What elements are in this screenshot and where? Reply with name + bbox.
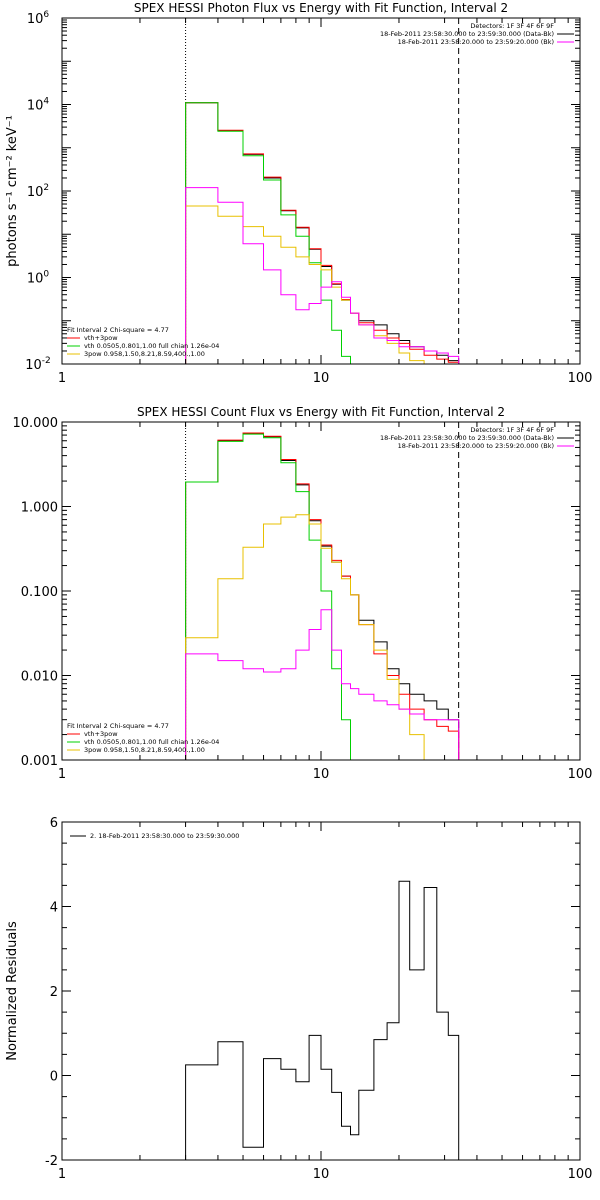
y-tick-label: 104 (27, 97, 50, 114)
legend-top-entry: 18-Feb-2011 23:58:30.000 to 23:59:30.000… (380, 30, 554, 38)
legend-top-entry: Detectors: 1F 3F 4F 6F 9F (470, 426, 554, 434)
fit-legend-header: Fit Interval 2 Chi-square = 4.77 (67, 722, 169, 730)
y-tick-label: 0.010 (21, 670, 58, 685)
series-line-2 (185, 102, 459, 364)
x-tick-label: 1 (58, 1167, 66, 1182)
y-axis-label: Normalized Residuals (5, 921, 20, 1061)
fit-legend-entry: vth 0.0505,0.801,1.00 full chian 1.26e-0… (84, 738, 219, 746)
series-line-4 (185, 187, 460, 364)
y-axis-label: photons s⁻¹ cm⁻² keV⁻¹ (5, 115, 20, 267)
y-tick-label: 2 (50, 985, 58, 1000)
series-line-1 (185, 102, 460, 364)
y-tick-label: 106 (27, 10, 50, 27)
y-tick-label: 0 (50, 1070, 58, 1085)
fit-legend-entry: vth+3pow (84, 334, 118, 342)
y-tick-label: 10.000 (13, 416, 59, 431)
count-flux-panel: 1 10 100 0.001 0.010 0.100 1.000 10.000 SPEX HES… (13, 405, 593, 782)
x-tick-label: 10 (313, 371, 330, 386)
plot-area (185, 18, 460, 364)
chart-title: SPEX HESSI Photon Flux vs Energy with Fi… (134, 1, 508, 15)
x-tick-label: 1 (58, 371, 66, 386)
chart-title: SPEX HESSI Count Flux vs Energy with Fit… (137, 405, 505, 419)
fit-legend-entry: 3pow 0.958,1.50,8.21,8.59,400.,1.00 (84, 350, 205, 358)
x-tick-label: 10 (313, 767, 330, 782)
y-tick-label: 100 (27, 270, 50, 287)
residual-legend-entry: 2. 18-Feb-2011 23:58:30.000 to 23:59:30.… (90, 832, 239, 840)
legend-top-entry: 18-Feb-2011 23:58:20.000 to 23:59:20.000… (398, 442, 554, 450)
y-tick-label: 0.100 (21, 585, 58, 600)
series-line-3 (185, 205, 459, 364)
series-line-0 (185, 880, 460, 1160)
fit-legend-entry: vth+3pow (84, 730, 118, 738)
x-tick-label: 1 (58, 767, 66, 782)
photon-flux-panel: 1 10 100 10-2 100 102 104 106 SPEX HESSI Photon … (5, 1, 592, 386)
series-line-2 (185, 433, 459, 760)
x-tick-label: 10 (313, 1167, 330, 1182)
residuals-panel: 1 10 100 -2 0 2 4 6 Normalized Residuals 2. 18-Fe… (5, 816, 592, 1182)
y-tick-label: 4 (50, 901, 58, 916)
fit-legend-header: Fit Interval 2 Chi-square = 4.77 (67, 326, 169, 334)
legend-top-entry: Detectors: 1F 3F 4F 6F 9F (470, 22, 554, 30)
series-line-3 (185, 514, 459, 760)
series-line-0 (185, 102, 460, 364)
fit-legend-entry: vth 0.0505,0.801,1.00 full chian 1.26e-0… (84, 342, 219, 350)
series-line-4 (185, 609, 460, 760)
y-tick-label: 6 (50, 816, 58, 831)
axis-frame (61, 821, 581, 1161)
axis-frame (61, 17, 581, 365)
y-tick-label: 102 (27, 183, 49, 200)
y-tick-label: 0.001 (21, 754, 58, 769)
series-line-0 (185, 433, 460, 760)
fit-legend-entry: 3pow 0.958,1.50,8.21,8.59,400.,1.00 (84, 746, 205, 754)
series-line-1 (185, 432, 460, 760)
legend-top-entry: 18-Feb-2011 23:58:20.000 to 23:59:20.000… (398, 38, 554, 46)
x-tick-label: 100 (568, 371, 593, 386)
y-tick-label: 1.000 (21, 501, 58, 516)
y-tick-label: 10-2 (25, 356, 51, 373)
x-tick-label: 100 (568, 767, 593, 782)
y-tick-label: -2 (45, 1154, 58, 1169)
plot-area (185, 422, 460, 760)
plot-area (185, 880, 460, 1160)
x-tick-label: 100 (568, 1167, 593, 1182)
legend-top-entry: 18-Feb-2011 23:58:30.000 to 23:59:30.000… (380, 434, 554, 442)
